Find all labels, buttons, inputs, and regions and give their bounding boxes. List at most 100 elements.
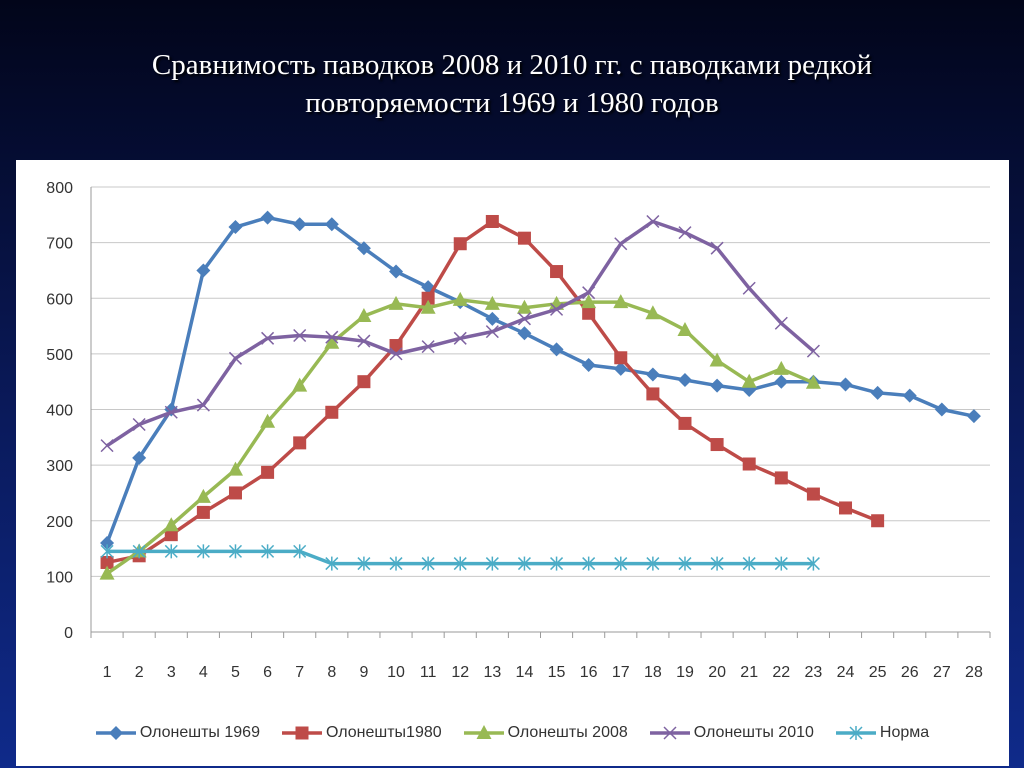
data-point — [452, 291, 468, 306]
y-tick-label: 500 — [46, 347, 73, 364]
x-tick-label: 1 — [103, 664, 112, 681]
y-tick-label: 800 — [46, 180, 73, 197]
marker-stroke — [164, 405, 178, 419]
slide-title: Сравнимость паводков 2008 и 2010 гг. с п… — [40, 46, 984, 122]
data-point — [646, 556, 660, 571]
data-point — [614, 556, 628, 571]
data-point — [389, 556, 403, 571]
legend-item: Олонешты 2008 — [463, 724, 628, 742]
data-point — [485, 311, 500, 326]
data-point — [742, 457, 756, 471]
marker-stroke — [614, 237, 628, 251]
legend-label: Олонешты 2008 — [507, 724, 628, 741]
data-point — [421, 556, 435, 571]
slide-title-line2: повторяемости 1969 и 1980 годов — [305, 87, 719, 119]
data-point — [196, 263, 211, 278]
legend-swatch — [649, 726, 690, 740]
marker-stroke — [582, 286, 596, 300]
y-tick-label: 600 — [46, 291, 73, 308]
marker-stroke — [100, 439, 114, 453]
data-point — [646, 214, 660, 229]
data-point — [774, 556, 788, 571]
data-point — [582, 286, 596, 300]
data-point — [710, 438, 724, 452]
data-point — [517, 312, 531, 326]
data-point — [356, 308, 372, 323]
data-point — [132, 450, 147, 465]
data-point — [677, 321, 693, 336]
x-tick-label: 10 — [387, 664, 405, 681]
data-point — [164, 528, 178, 542]
data-point — [421, 340, 435, 354]
data-point — [645, 367, 660, 382]
x-tick-label: 12 — [451, 664, 469, 681]
data-point — [261, 544, 275, 559]
data-point — [485, 325, 499, 339]
data-point — [742, 556, 756, 571]
x-tick-label: 18 — [644, 664, 662, 681]
legend-item: Олонешты 1969 — [95, 724, 260, 742]
x-tick-label: 25 — [869, 664, 887, 681]
x-tick-label: 20 — [708, 664, 726, 681]
x-tick-label: 21 — [740, 664, 758, 681]
data-point — [164, 405, 178, 419]
data-point — [228, 220, 243, 235]
data-point — [195, 488, 211, 503]
data-point — [677, 373, 692, 388]
chart-legend: Олонешты 1969 Олонешты1980 Олонешты 2008 Ол… — [16, 721, 1009, 745]
data-point — [421, 291, 435, 305]
data-point — [902, 388, 917, 403]
data-point — [614, 351, 628, 365]
data-point — [325, 556, 339, 571]
legend-swatch — [281, 726, 322, 740]
x-tick-label: 8 — [327, 664, 336, 681]
data-point — [773, 360, 789, 375]
data-point — [292, 377, 308, 392]
x-tick-label: 15 — [548, 664, 566, 681]
data-point — [806, 487, 820, 501]
data-point — [324, 334, 340, 349]
data-point — [710, 241, 724, 255]
x-tick-label: 9 — [359, 664, 368, 681]
y-tick-label: 100 — [46, 569, 73, 586]
data-point — [420, 299, 436, 314]
data-point — [100, 536, 115, 550]
data-point — [550, 302, 564, 316]
data-point — [453, 237, 467, 251]
data-point — [581, 294, 597, 309]
x-tick-label: 23 — [805, 664, 823, 681]
data-point — [678, 416, 692, 430]
data-point — [614, 237, 628, 251]
legend-marker — [295, 726, 309, 740]
data-point — [678, 226, 692, 240]
series-4 — [100, 214, 820, 453]
data-point — [838, 377, 853, 392]
legend-marker — [663, 726, 677, 740]
data-point — [293, 328, 307, 343]
x-tick-label: 19 — [676, 664, 694, 681]
legend-swatch — [95, 726, 136, 740]
y-tick-label: 0 — [64, 625, 73, 642]
x-tick-label: 3 — [167, 664, 176, 681]
y-tick-label: 700 — [46, 236, 73, 253]
y-tick-label: 200 — [46, 514, 73, 531]
marker-stroke — [663, 726, 677, 740]
data-point — [934, 402, 949, 417]
x-tick-label: 4 — [199, 664, 208, 681]
series-5 — [100, 544, 820, 571]
data-point — [742, 281, 756, 295]
data-point — [261, 465, 275, 479]
marker-stroke — [421, 340, 435, 354]
data-point — [774, 374, 789, 389]
legend-marker — [108, 726, 123, 740]
data-point — [99, 565, 115, 580]
x-tick-label: 22 — [772, 664, 790, 681]
x-tick-label: 14 — [516, 664, 534, 681]
data-point — [774, 471, 788, 485]
series-3 — [99, 291, 821, 580]
legend-label: Олонешты1980 — [325, 724, 442, 741]
marker-stroke — [196, 398, 210, 412]
series-line — [105, 215, 975, 544]
data-point — [550, 556, 564, 571]
marker-stroke — [293, 328, 307, 343]
